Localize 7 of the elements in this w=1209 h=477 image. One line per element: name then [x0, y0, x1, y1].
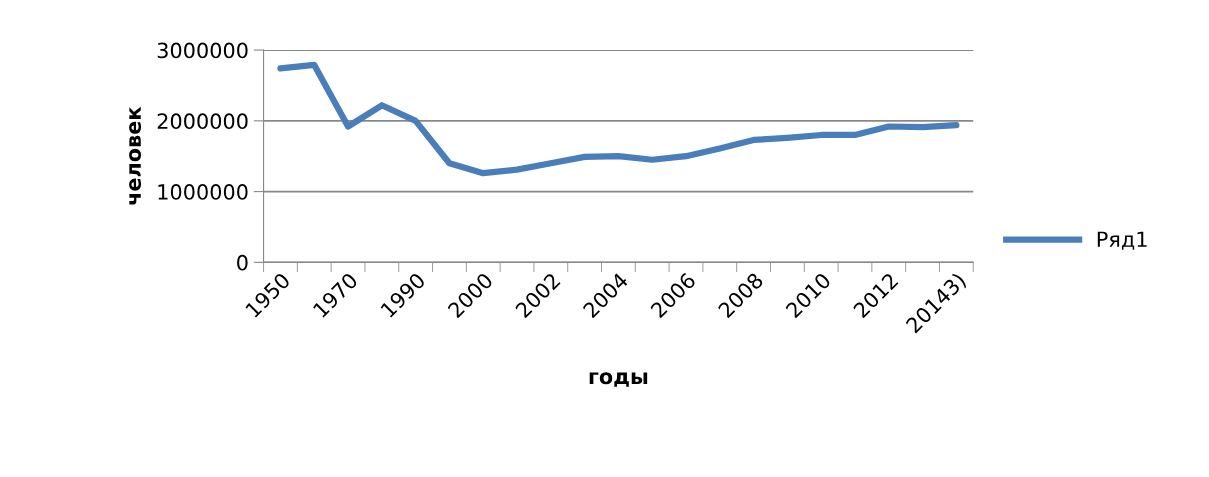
legend-label: Ряд1: [1097, 231, 1147, 250]
y-tick-label: 0: [237, 254, 248, 271]
y-axis-title: человек: [129, 106, 142, 205]
y-tick-label: 3000000: [157, 42, 248, 59]
y-tick-label: 2000000: [157, 113, 248, 130]
x-axis-title: годы: [589, 372, 648, 387]
y-tick-label: 1000000: [158, 184, 248, 200]
